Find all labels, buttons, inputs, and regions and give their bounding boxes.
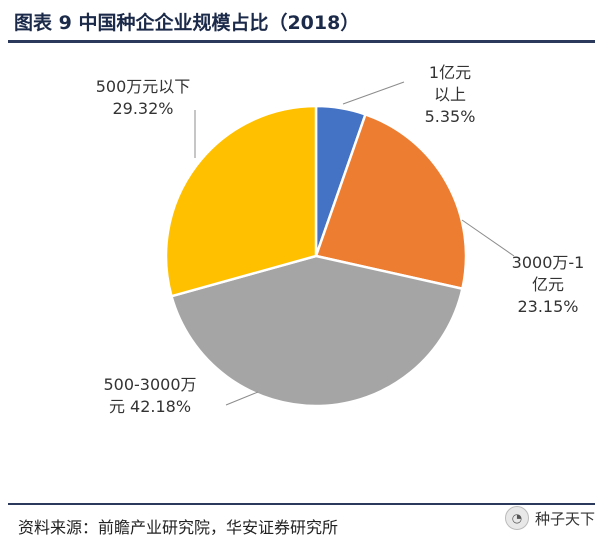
source-note: 资料来源：前瞻产业研究院，华安证券研究所 [18, 518, 339, 537]
slice-label: 元 42.18% [109, 397, 191, 416]
chat-bubble-icon: ◔ [504, 506, 529, 530]
footer-divider [8, 503, 595, 505]
pie-slice [169, 254, 464, 408]
slice-label: 以上 [434, 85, 466, 104]
title-divider [8, 40, 595, 43]
slice-label: 29.32% [112, 99, 173, 118]
leader-line [461, 219, 515, 257]
slice-label: 5.35% [425, 107, 476, 126]
watermark-text: 种子天下 [534, 509, 595, 528]
pie-slices [164, 104, 468, 408]
slice-label: 500-3000万 [103, 375, 196, 394]
chart-title: 图表 9 中国种企企业规模占比（2018） [14, 12, 360, 34]
slice-label: 23.15% [517, 297, 578, 316]
slice-label: 1亿元 [429, 63, 471, 82]
leader-line [225, 391, 259, 406]
leader-line [342, 81, 405, 105]
slice-label: 亿元 [532, 275, 564, 294]
slice-label: 500万元以下 [96, 77, 191, 96]
slice-label: 3000万-1 [512, 253, 585, 272]
pie-slice [314, 112, 468, 291]
pie-slice [164, 104, 318, 298]
watermark: ◔ 种子天下 [504, 506, 595, 530]
leader-lines [194, 81, 515, 406]
